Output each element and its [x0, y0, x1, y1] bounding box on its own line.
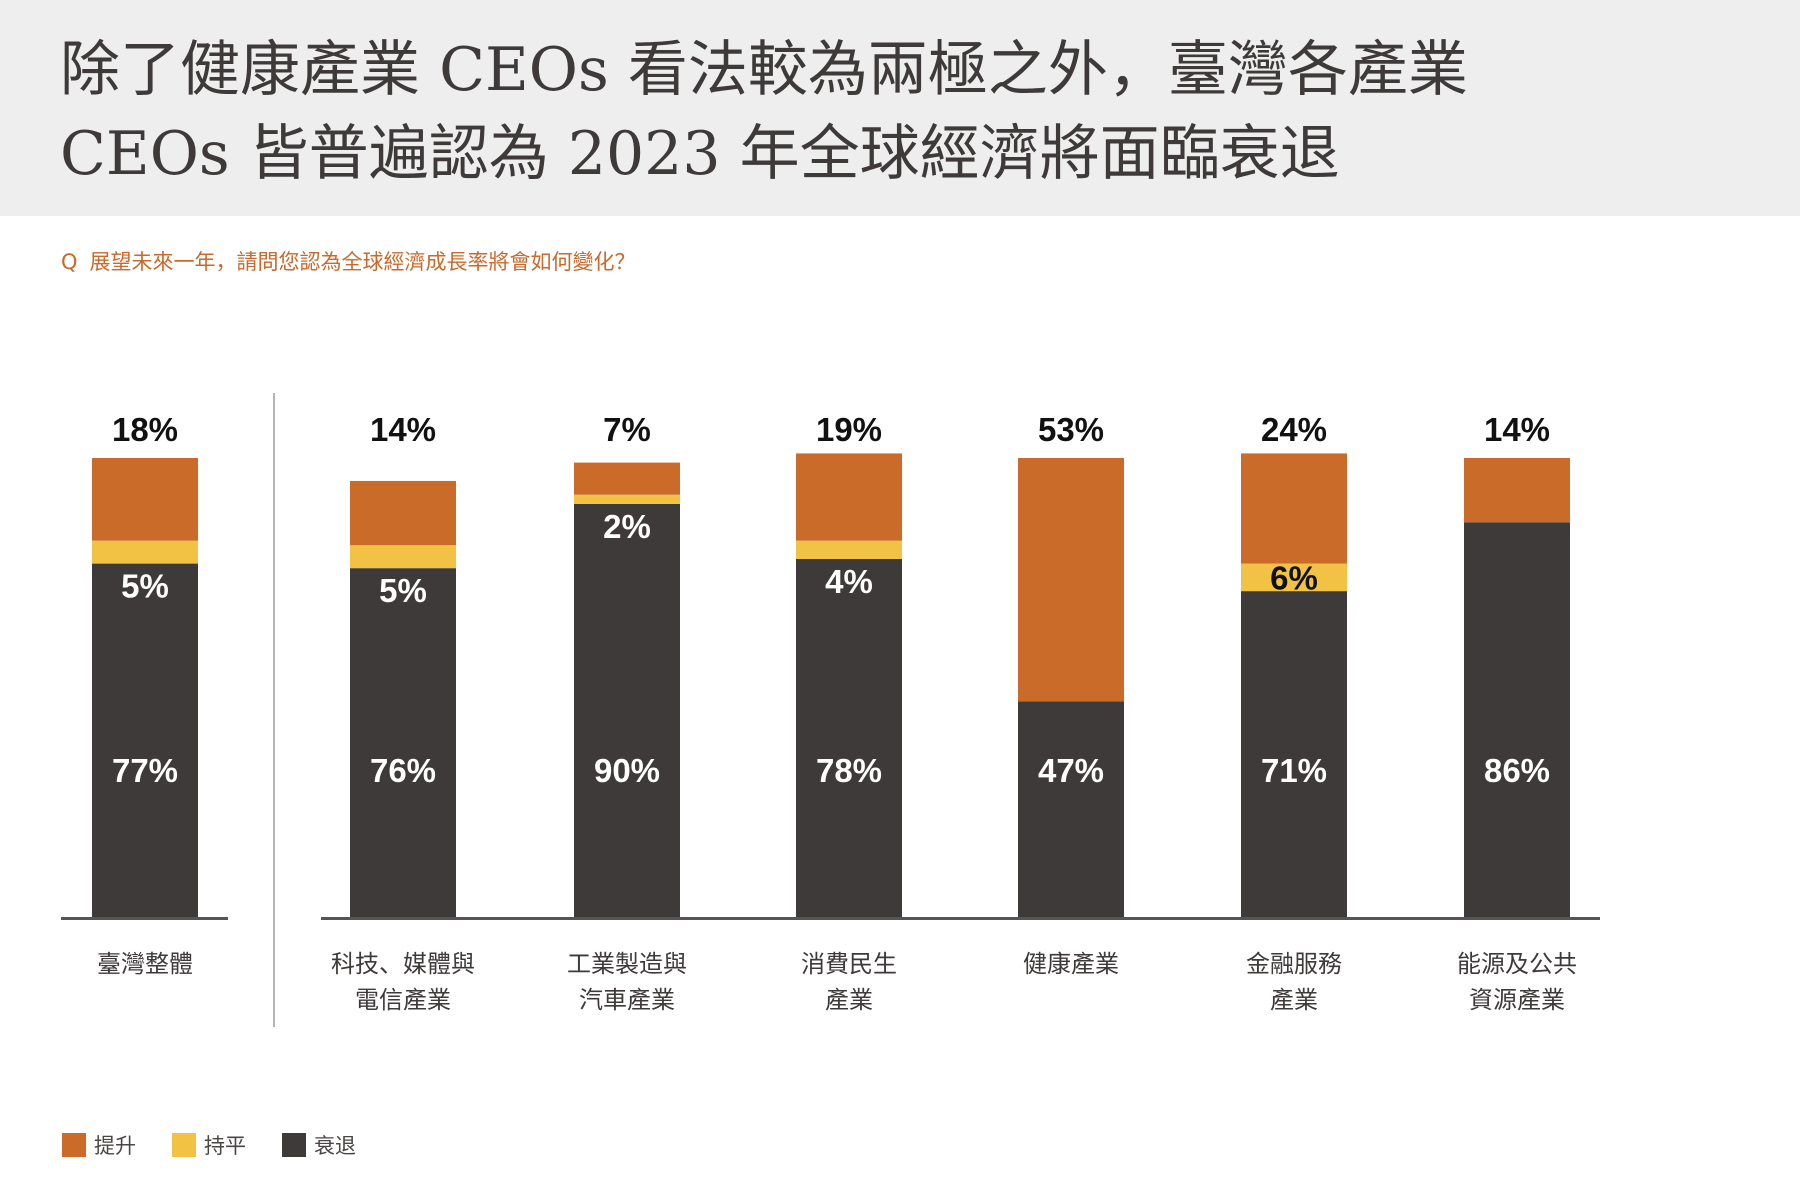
- page-title-line-1: 除了健康產業 CEOs 看法較為兩極之外，臺灣各產業: [60, 35, 1468, 105]
- legend-swatch-decline: [282, 1133, 306, 1157]
- baseline-industries: [321, 917, 1600, 920]
- data-label-increase: 53%: [1038, 411, 1104, 448]
- category-label: 資源產業: [1469, 986, 1565, 1014]
- category-label: 臺灣整體: [97, 950, 193, 978]
- data-label-decline: 78%: [816, 752, 882, 789]
- bar-segment-increase: [1018, 458, 1124, 702]
- chart-legend: 提升 持平 衰退: [62, 1130, 392, 1160]
- question-marker: Q: [61, 250, 78, 274]
- bar-segment-increase: [574, 462, 680, 495]
- data-label-decline: 76%: [370, 752, 436, 789]
- data-label-flat: 6%: [1270, 559, 1318, 596]
- bar-segment-decline: [1241, 591, 1347, 917]
- legend-item-increase: 提升: [62, 1130, 136, 1160]
- bar-segment-flat: [350, 545, 456, 569]
- category-label: 科技、媒體與: [331, 950, 475, 978]
- category-label: 工業製造與: [567, 950, 687, 978]
- legend-swatch-increase: [62, 1133, 86, 1157]
- bar-segment-decline: [574, 503, 680, 917]
- bar-segment-flat: [796, 540, 902, 559]
- category-label: 健康產業: [1023, 950, 1119, 978]
- bar-segment-decline: [92, 563, 198, 917]
- bar-segment-increase: [796, 453, 902, 541]
- category-label: 能源及公共: [1457, 950, 1577, 978]
- legend-label: 衰退: [314, 1134, 356, 1158]
- category-label: 產業: [825, 986, 873, 1014]
- bar-segment-increase: [1241, 453, 1347, 564]
- bar-segment-increase: [92, 458, 198, 541]
- category-label: 消費民生: [801, 950, 897, 978]
- category-label: 汽車產業: [579, 986, 675, 1014]
- data-label-increase: 18%: [112, 411, 178, 448]
- bar-segment-flat: [574, 494, 680, 504]
- data-label-flat: 2%: [603, 508, 651, 545]
- data-label-increase: 14%: [370, 411, 436, 448]
- data-label-flat: 5%: [379, 572, 427, 609]
- bar-segment-decline: [1464, 522, 1570, 917]
- bar-segment-flat: [1241, 563, 1347, 592]
- legend-label: 提升: [94, 1134, 136, 1158]
- header-banner: 除了健康產業 CEOs 看法較為兩極之外，臺灣各產業 CEOs 皆普遍認為 20…: [0, 0, 1800, 216]
- bar-segment-decline: [1018, 701, 1124, 917]
- legend-label: 持平: [204, 1134, 246, 1158]
- data-label-decline: 47%: [1038, 752, 1104, 789]
- baseline-overall: [61, 917, 228, 920]
- data-label-decline: 71%: [1261, 752, 1327, 789]
- legend-swatch-flat: [172, 1133, 196, 1157]
- bar-segment-flat: [92, 540, 198, 564]
- data-label-increase: 14%: [1484, 411, 1550, 448]
- data-label-flat: 4%: [825, 563, 873, 600]
- bar-segment-decline: [350, 568, 456, 917]
- data-label-increase: 19%: [816, 411, 882, 448]
- data-label-decline: 86%: [1484, 752, 1550, 789]
- bar-segment-increase: [1464, 458, 1570, 523]
- question-text: 展望未來一年，請問您認為全球經濟成長率將會如何變化？: [89, 250, 636, 274]
- bar-segment-increase: [350, 480, 456, 546]
- survey-question: Q 展望未來一年，請問您認為全球經濟成長率將會如何變化？: [61, 246, 636, 276]
- legend-item-decline: 衰退: [282, 1130, 356, 1160]
- data-label-increase: 24%: [1261, 411, 1327, 448]
- bar-segment-decline: [796, 558, 902, 917]
- category-label: 產業: [1270, 986, 1318, 1014]
- page-title-line-2: CEOs 皆普遍認為 2023 年全球經濟將面臨衰退: [60, 119, 1340, 189]
- data-label-increase: 7%: [603, 411, 651, 448]
- group-divider: [273, 393, 275, 1027]
- legend-item-flat: 持平: [172, 1130, 246, 1160]
- data-label-flat: 5%: [121, 568, 169, 605]
- data-label-decline: 90%: [594, 752, 660, 789]
- data-label-decline: 77%: [112, 752, 178, 789]
- category-label: 金融服務: [1246, 950, 1342, 978]
- category-label: 電信產業: [355, 986, 451, 1014]
